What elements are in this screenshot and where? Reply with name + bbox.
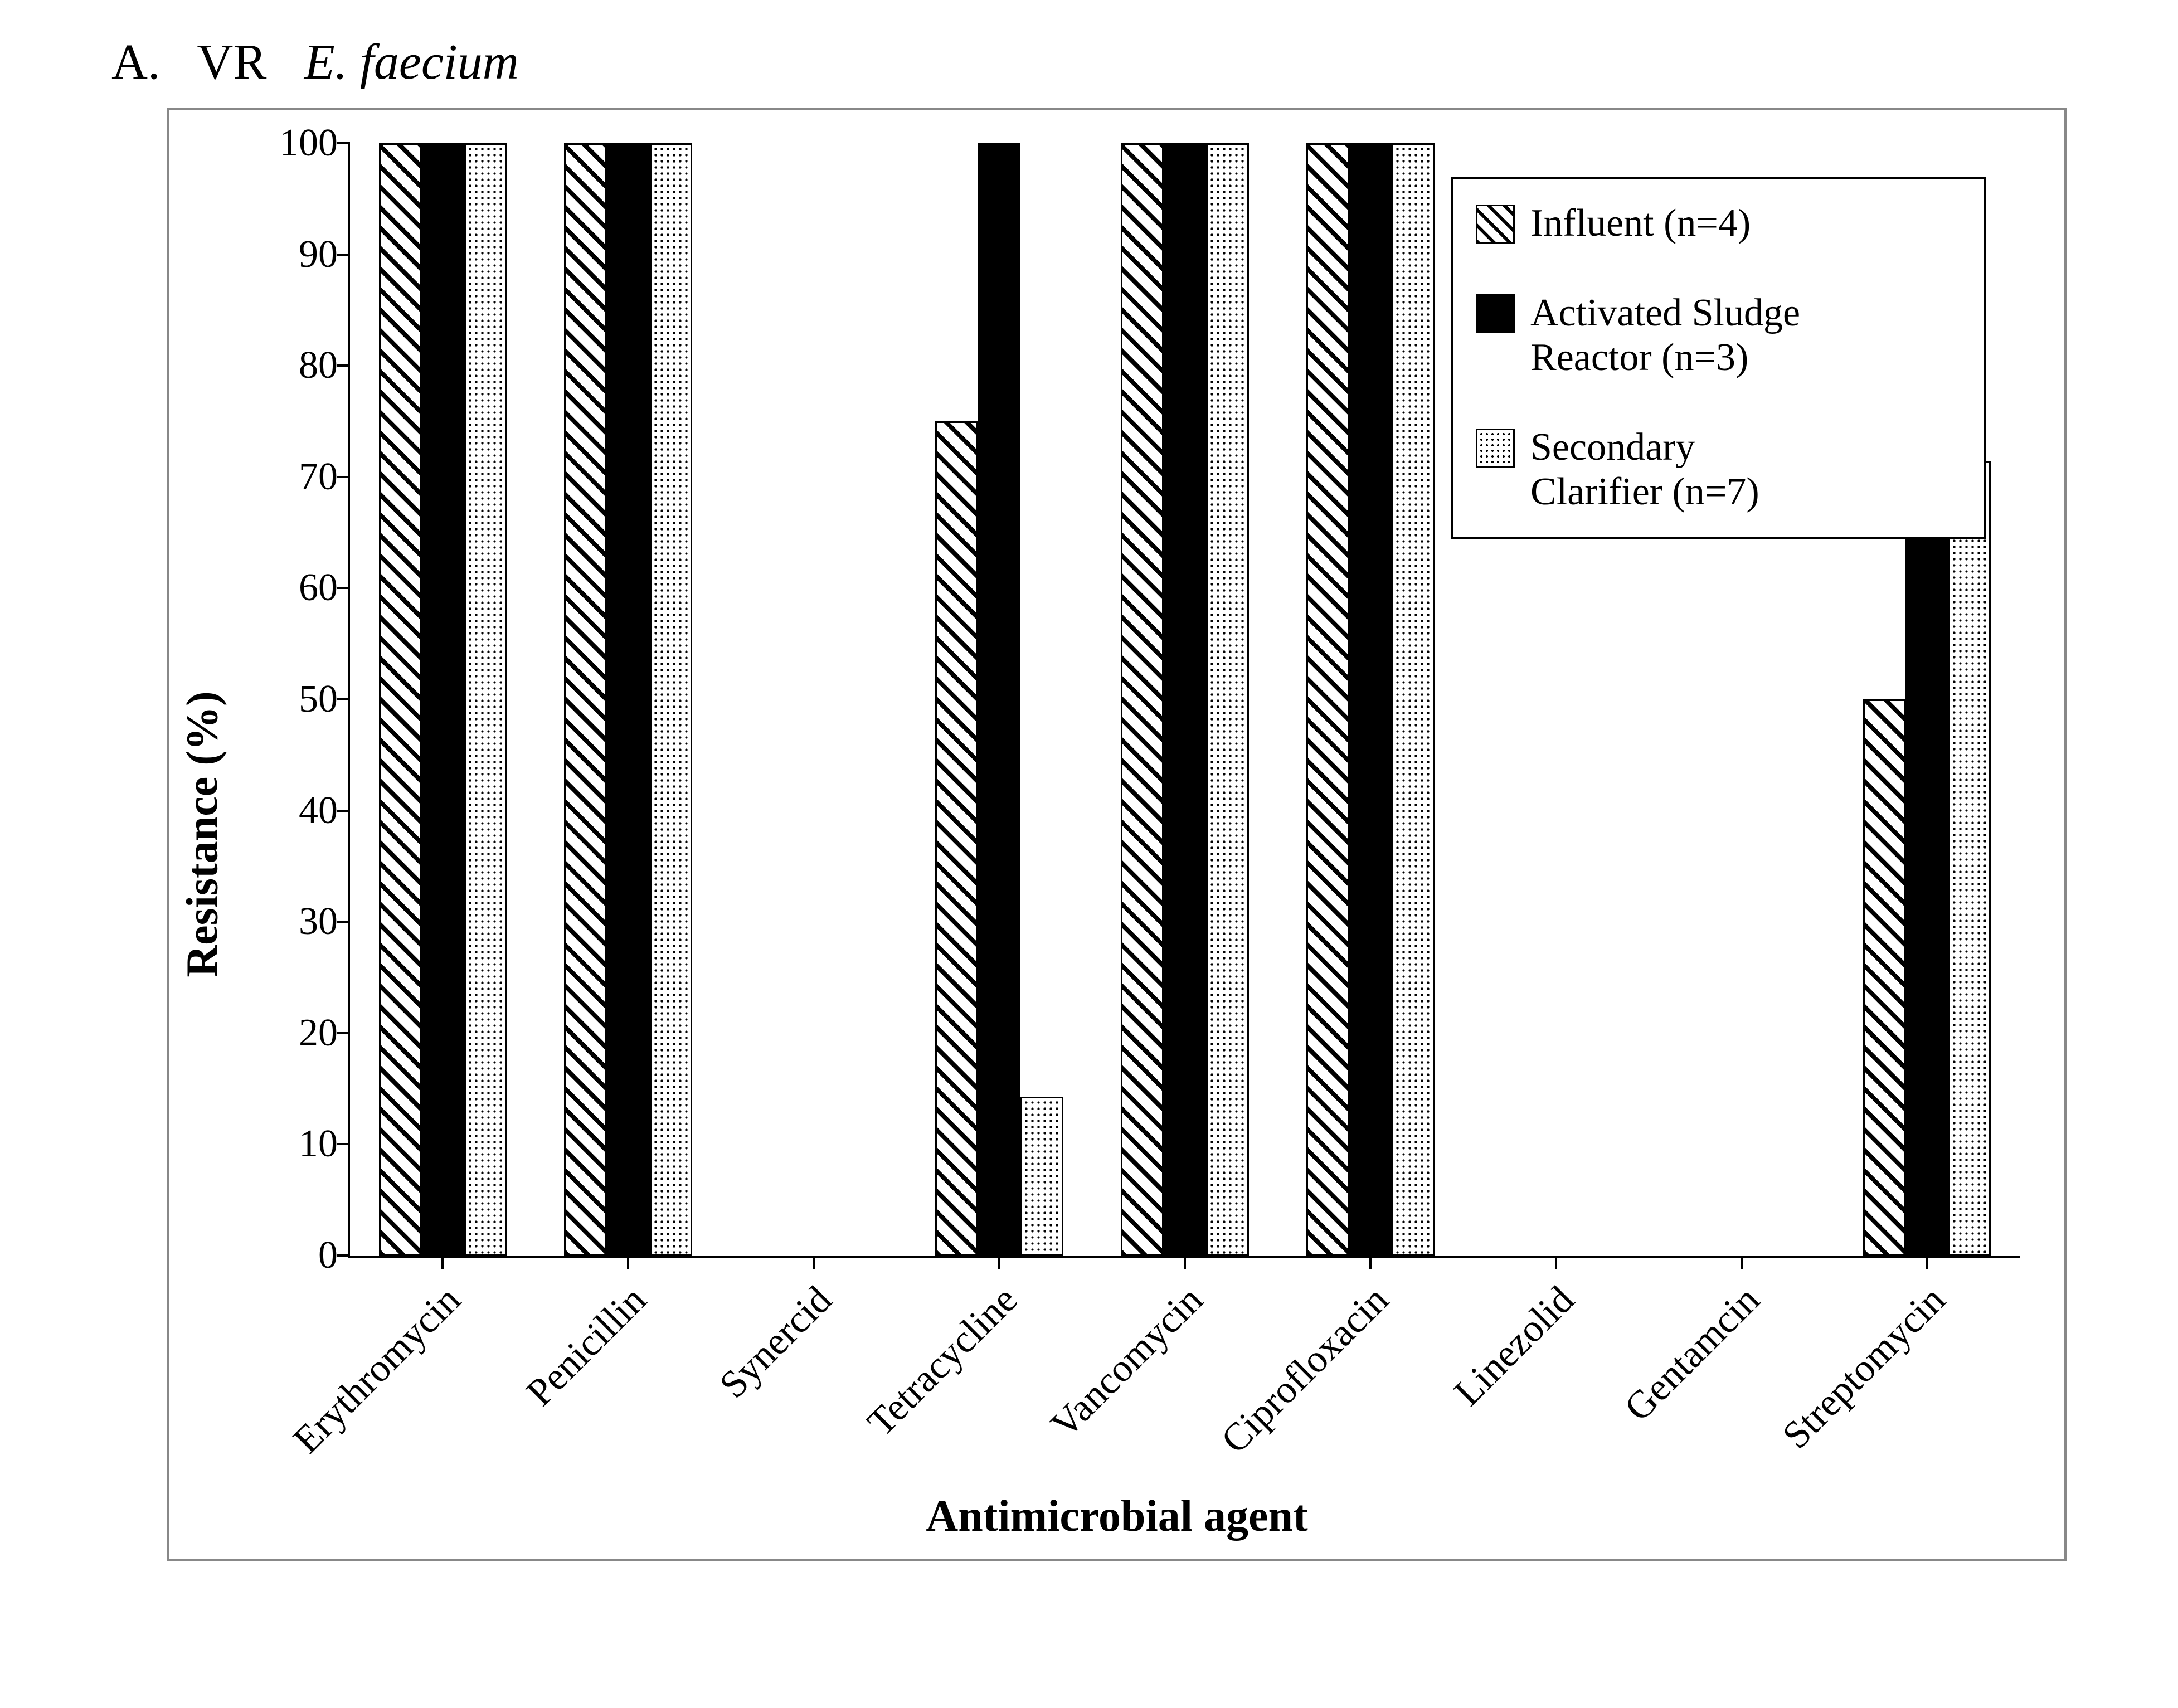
x-tick-mark bbox=[1369, 1256, 1372, 1269]
x-tick-mark bbox=[1741, 1256, 1743, 1269]
x-tick-mark bbox=[998, 1256, 1000, 1269]
legend-label: Influent (n=4) bbox=[1530, 201, 1751, 246]
category-group: Vancomycin bbox=[1092, 143, 1278, 1256]
legend-item: Activated SludgeReactor (n=3) bbox=[1476, 291, 1956, 381]
bar-asr bbox=[607, 143, 650, 1256]
x-tick-mark bbox=[1184, 1256, 1186, 1269]
legend-swatch bbox=[1476, 429, 1515, 468]
plot-area: 0102030405060708090100ErythromycinPenici… bbox=[348, 143, 2020, 1258]
category-group: Erythromycin bbox=[350, 143, 536, 1256]
bar-clarifier bbox=[1206, 143, 1249, 1256]
legend-swatch bbox=[1476, 294, 1515, 333]
x-tick-mark bbox=[627, 1256, 629, 1269]
bar-influent bbox=[379, 143, 422, 1256]
x-axis-title: Antimicrobial agent bbox=[926, 1491, 1307, 1542]
x-tick-mark bbox=[813, 1256, 815, 1269]
bar-clarifier bbox=[464, 143, 507, 1256]
y-tick-mark bbox=[337, 364, 350, 367]
chart-frame: Resistance (%) Antimicrobial agent 01020… bbox=[167, 108, 2067, 1561]
bar-clarifier bbox=[650, 143, 693, 1256]
bar-clarifier bbox=[1020, 1097, 1063, 1256]
legend-label: Activated SludgeReactor (n=3) bbox=[1530, 291, 1800, 381]
bar-clarifier bbox=[1392, 143, 1435, 1256]
bar-asr bbox=[1905, 514, 1948, 1256]
bar-asr bbox=[1164, 143, 1207, 1256]
legend-item: SecondaryClarifier (n=7) bbox=[1476, 425, 1956, 515]
y-tick-mark bbox=[337, 587, 350, 589]
y-tick-mark bbox=[337, 921, 350, 923]
legend-swatch bbox=[1476, 205, 1515, 244]
bar-asr bbox=[1349, 143, 1392, 1256]
bar-clarifier bbox=[1948, 461, 1991, 1256]
bar-influent bbox=[935, 421, 978, 1256]
page: A. VR E. faecium Resistance (%) Antimicr… bbox=[0, 0, 2178, 1708]
category-group: Ciprofloxacin bbox=[1277, 143, 1463, 1256]
x-tick-mark bbox=[1926, 1256, 1928, 1269]
y-tick-mark bbox=[337, 810, 350, 812]
bar-influent bbox=[564, 143, 607, 1256]
category-group: Synercid bbox=[721, 143, 907, 1256]
panel-label: A. VR E. faecium bbox=[100, 33, 2122, 91]
panel-prefix: VR bbox=[197, 35, 266, 90]
bar-influent bbox=[1306, 143, 1349, 1256]
x-tick-mark bbox=[441, 1256, 444, 1269]
panel-species: E. faecium bbox=[304, 35, 519, 90]
y-tick-mark bbox=[337, 1143, 350, 1145]
y-tick-mark bbox=[337, 1032, 350, 1034]
legend-item: Influent (n=4) bbox=[1476, 201, 1956, 246]
legend: Influent (n=4) Activated SludgeReactor (n… bbox=[1451, 177, 1986, 539]
x-tick-mark bbox=[1555, 1256, 1557, 1269]
panel-letter: A. bbox=[111, 35, 161, 90]
y-tick-mark bbox=[337, 1254, 350, 1257]
bar-asr bbox=[978, 143, 1021, 1256]
bar-asr bbox=[421, 143, 464, 1256]
y-axis-title: Resistance (%) bbox=[178, 691, 229, 977]
bar-influent bbox=[1121, 143, 1164, 1256]
category-group: Penicillin bbox=[536, 143, 721, 1256]
category-group: Tetracycline bbox=[907, 143, 1092, 1256]
legend-label: SecondaryClarifier (n=7) bbox=[1530, 425, 1759, 515]
y-tick-mark bbox=[337, 476, 350, 478]
y-tick-mark bbox=[337, 698, 350, 700]
y-tick-mark bbox=[337, 254, 350, 256]
y-tick-mark bbox=[337, 142, 350, 144]
bar-influent bbox=[1863, 699, 1906, 1256]
